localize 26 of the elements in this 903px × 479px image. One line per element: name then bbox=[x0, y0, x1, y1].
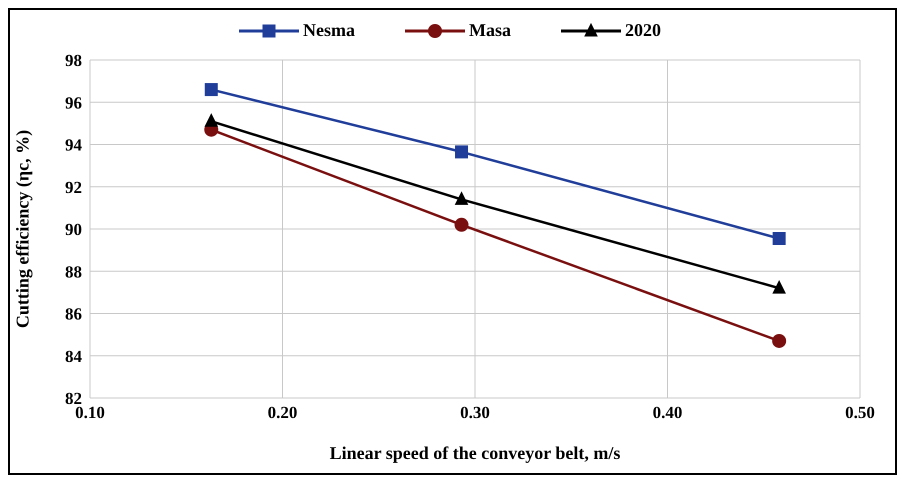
x-axis-title: Linear speed of the conveyor belt, m/s bbox=[330, 442, 620, 463]
point bbox=[454, 218, 469, 232]
legend-label: Masa bbox=[469, 20, 511, 41]
y-tick-label: 88 bbox=[65, 262, 82, 282]
y-axis-title: Cutting efficiency (ηc, %) bbox=[12, 130, 32, 328]
y-tick-label: 98 bbox=[65, 51, 82, 70]
point bbox=[772, 280, 786, 294]
y-tick-label: 92 bbox=[65, 178, 82, 197]
x-tick-label: 0.10 bbox=[75, 403, 105, 422]
legend-label: 2020 bbox=[625, 20, 661, 41]
x-tick-label: 0.50 bbox=[845, 403, 875, 422]
x-tick-label: 0.30 bbox=[460, 403, 490, 422]
point bbox=[772, 334, 786, 348]
point bbox=[455, 145, 468, 158]
point bbox=[204, 114, 218, 127]
x-tick-label: 0.40 bbox=[652, 403, 682, 422]
y-tick-label: 96 bbox=[65, 93, 82, 112]
y-tick-label: 86 bbox=[65, 304, 82, 324]
y-tick-label: 94 bbox=[65, 136, 82, 155]
point bbox=[204, 83, 218, 96]
point bbox=[455, 192, 468, 205]
y-tick-label: 84 bbox=[65, 346, 82, 366]
legend-label: Nesma bbox=[303, 20, 355, 41]
x-tick-label: 0.20 bbox=[268, 403, 298, 422]
y-tick-label: 90 bbox=[65, 220, 82, 240]
point bbox=[772, 232, 786, 246]
